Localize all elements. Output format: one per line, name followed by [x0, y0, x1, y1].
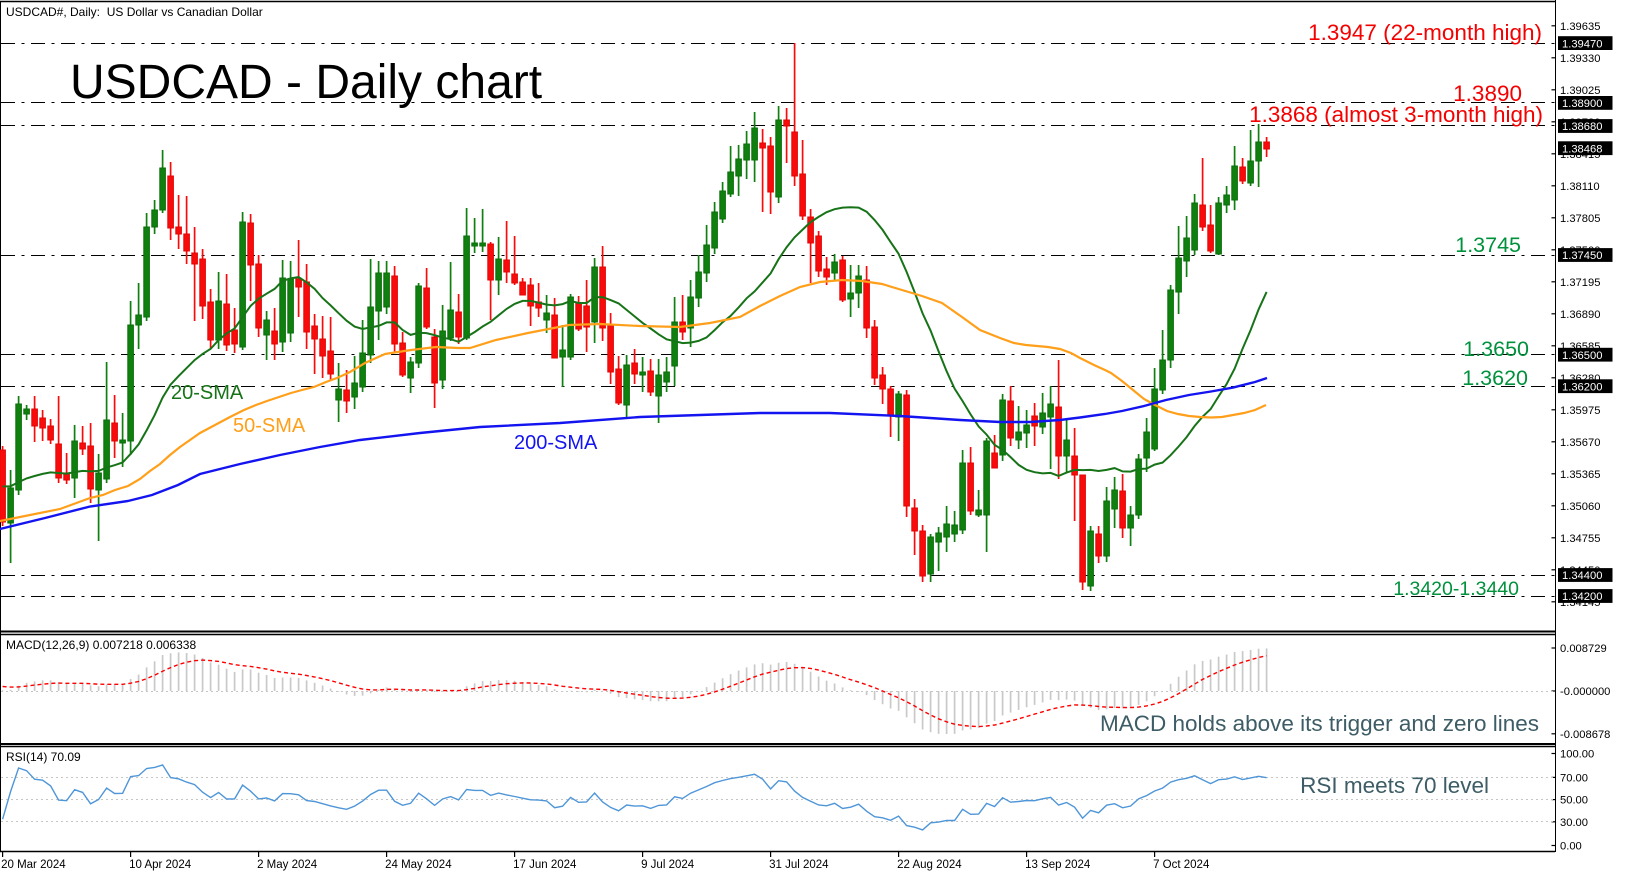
svg-text:1.36500: 1.36500 — [1562, 350, 1602, 362]
svg-text:1.38110: 1.38110 — [1560, 181, 1600, 193]
svg-text:20 Mar 2024: 20 Mar 2024 — [1, 859, 66, 871]
svg-text:1.35975: 1.35975 — [1560, 405, 1600, 417]
svg-text:1.37195: 1.37195 — [1560, 277, 1600, 289]
svg-text:-0.000000: -0.000000 — [1560, 686, 1610, 698]
svg-text:1.3890: 1.3890 — [1453, 81, 1522, 106]
svg-text:1.3745: 1.3745 — [1455, 233, 1521, 257]
svg-text:31 Jul 2024: 31 Jul 2024 — [769, 859, 829, 871]
svg-text:1.39330: 1.39330 — [1560, 53, 1600, 65]
svg-text:0.00: 0.00 — [1560, 841, 1582, 853]
svg-text:30.00: 30.00 — [1560, 817, 1588, 829]
svg-text:1.3420-1.3440: 1.3420-1.3440 — [1393, 578, 1519, 600]
svg-text:1.39025: 1.39025 — [1560, 85, 1600, 97]
svg-text:9 Jul 2024: 9 Jul 2024 — [641, 859, 695, 871]
svg-text:1.3947 (22-month high): 1.3947 (22-month high) — [1308, 20, 1542, 45]
svg-text:200-SMA: 200-SMA — [514, 432, 598, 454]
svg-text:MACD holds above its trigger a: MACD holds above its trigger and zero li… — [1100, 711, 1539, 736]
svg-text:1.34200: 1.34200 — [1562, 591, 1602, 603]
svg-text:50.00: 50.00 — [1560, 795, 1588, 807]
svg-text:1.38468: 1.38468 — [1562, 143, 1602, 155]
svg-text:1.38900: 1.38900 — [1562, 98, 1602, 110]
svg-text:1.3868 (almost 3-month high): 1.3868 (almost 3-month high) — [1249, 102, 1543, 127]
svg-text:17 Jun 2024: 17 Jun 2024 — [513, 859, 577, 871]
svg-text:1.34755: 1.34755 — [1560, 533, 1600, 545]
svg-text:0.008729: 0.008729 — [1560, 643, 1607, 655]
svg-text:1.3620: 1.3620 — [1462, 366, 1528, 390]
svg-text:1.36890: 1.36890 — [1560, 309, 1600, 321]
svg-text:10 Apr 2024: 10 Apr 2024 — [129, 859, 192, 871]
svg-text:1.35670: 1.35670 — [1560, 437, 1600, 449]
svg-text:1.37805: 1.37805 — [1560, 213, 1600, 225]
svg-text:1.36200: 1.36200 — [1562, 381, 1602, 393]
svg-text:1.37450: 1.37450 — [1562, 250, 1602, 262]
svg-text:USDCAD - Daily chart: USDCAD - Daily chart — [70, 56, 542, 109]
svg-text:50-SMA: 50-SMA — [233, 415, 306, 437]
svg-text:1.39635: 1.39635 — [1560, 21, 1600, 33]
svg-text:1.39470: 1.39470 — [1562, 38, 1602, 50]
svg-text:20-SMA: 20-SMA — [171, 382, 244, 404]
svg-text:MACD(12,26,9) 0.007218 0.00633: MACD(12,26,9) 0.007218 0.006338 — [6, 638, 196, 652]
svg-text:24 May 2024: 24 May 2024 — [385, 859, 452, 871]
svg-text:1.35060: 1.35060 — [1560, 501, 1600, 513]
svg-text:1.34400: 1.34400 — [1562, 570, 1602, 582]
svg-text:1.35365: 1.35365 — [1560, 469, 1600, 481]
svg-text:2 May 2024: 2 May 2024 — [257, 859, 318, 871]
svg-text:100.00: 100.00 — [1560, 749, 1594, 761]
svg-text:1.3650: 1.3650 — [1463, 337, 1529, 361]
svg-text:USDCAD#, Daily: US Dollar vs: USDCAD#, Daily: US Dollar vs Canadian Do… — [6, 5, 263, 19]
svg-text:22 Aug 2024: 22 Aug 2024 — [897, 859, 962, 871]
svg-text:7 Oct 2024: 7 Oct 2024 — [1153, 859, 1210, 871]
svg-text:70.00: 70.00 — [1560, 772, 1588, 784]
svg-text:1.38680: 1.38680 — [1562, 121, 1602, 133]
svg-text:13 Sep 2024: 13 Sep 2024 — [1025, 859, 1091, 871]
svg-text:-0.008678: -0.008678 — [1560, 729, 1610, 741]
svg-text:RSI meets 70 level: RSI meets 70 level — [1300, 773, 1489, 798]
svg-text:RSI(14) 70.09: RSI(14) 70.09 — [6, 750, 81, 764]
